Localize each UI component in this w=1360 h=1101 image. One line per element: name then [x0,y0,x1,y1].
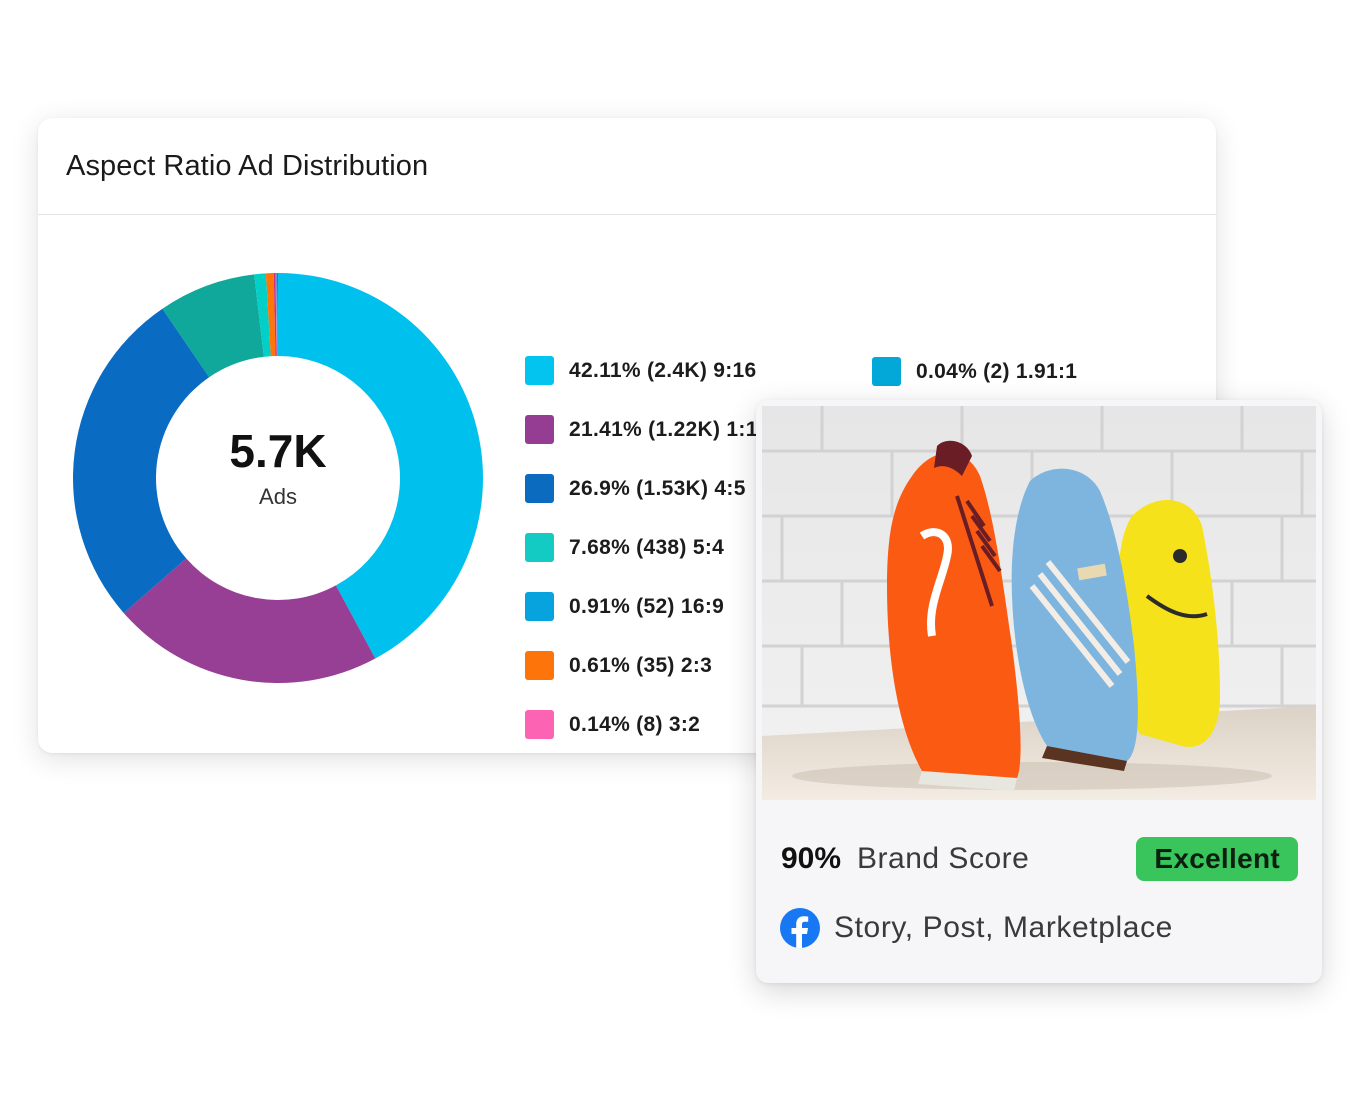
card-header: Aspect Ratio Ad Distribution [38,118,1216,215]
legend-label: 7.68% (438) 5:4 [569,535,725,559]
card-title: Aspect Ratio Ad Distribution [66,149,429,182]
legend-swatch [525,710,554,739]
legend-swatch [525,356,554,385]
legend-swatch [872,357,901,386]
donut-slice-1-91-1[interactable] [276,273,278,357]
legend-label: 21.41% (1.22K) 1:1 [569,417,758,441]
legend-swatch [525,651,554,680]
donut-slice-16-9[interactable] [254,273,271,357]
facebook-icon [780,908,820,948]
brand-score-percent: 90% [781,842,842,875]
donut-slice-3-4[interactable] [277,273,278,357]
donut-chart [73,273,483,683]
donut-slice-4-3[interactable] [275,273,278,357]
brand-score-row: 90% Brand Score Excellent [781,835,1298,883]
ad-image-sneakers [762,406,1316,800]
donut-slice-9-16[interactable] [278,273,483,659]
brand-score-label: Brand Score [857,842,1030,875]
donut-slice-4-5[interactable] [73,308,210,614]
legend-swatch [525,474,554,503]
legend-label: 42.11% (2.4K) 9:16 [569,358,757,382]
donut-slice-1024-879[interactable] [276,273,278,357]
donut-center: 5.7K Ads [173,428,383,510]
donut-total-value: 5.7K [229,425,327,477]
legend-swatch [525,592,554,621]
legend-item[interactable]: 7.68% (438) 5:4 [525,533,724,562]
legend-label: 26.9% (1.53K) 4:5 [569,476,746,500]
donut-total-label: Ads [259,484,297,509]
sneakers-illustration [762,406,1316,800]
legend-swatch [525,415,554,444]
donut-slice-5-4[interactable] [162,274,264,378]
placements-text: Story, Post, Marketplace [834,911,1173,944]
legend-item[interactable]: 0.61% (35) 2:3 [525,651,712,680]
ad-preview-card[interactable]: 90% Brand Score Excellent Story, Post, M… [756,400,1322,983]
legend-item[interactable]: 0.91% (52) 16:9 [525,592,724,621]
legend-item[interactable]: 21.41% (1.22K) 1:1 [525,415,758,444]
donut-slice-1-1[interactable] [123,558,376,683]
legend-label: 0.61% (35) 2:3 [569,653,713,677]
placements-row: Story, Post, Marketplace [780,908,1173,948]
legend-item[interactable]: 0.04% (2) 1.91:1 [872,357,1077,386]
legend-label: 0.14% (8) 3:2 [569,712,701,736]
legend-label: 0.91% (52) 16:9 [569,594,725,618]
legend-item[interactable]: 0.14% (8) 3:2 [525,710,700,739]
donut-slice-3-2[interactable] [273,273,277,357]
legend-item[interactable]: 42.11% (2.4K) 9:16 [525,356,757,385]
legend-item[interactable]: 26.9% (1.53K) 4:5 [525,474,746,503]
score-status-badge: Excellent [1136,837,1298,881]
legend-swatch [525,533,554,562]
donut-slice-2-3[interactable] [265,273,276,357]
legend-label: 0.04% (2) 1.91:1 [916,359,1078,383]
